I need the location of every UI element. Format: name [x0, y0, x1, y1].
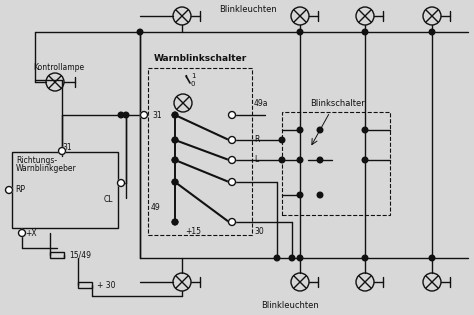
Circle shape — [297, 192, 303, 198]
Text: 30: 30 — [254, 227, 264, 237]
Circle shape — [137, 29, 143, 35]
Text: RP: RP — [15, 186, 25, 194]
Circle shape — [172, 157, 178, 163]
Text: +X: +X — [25, 230, 36, 238]
Circle shape — [118, 180, 125, 186]
Circle shape — [362, 255, 368, 261]
Text: L: L — [254, 156, 258, 164]
Text: Warnblinkschalter: Warnblinkschalter — [154, 54, 246, 63]
Circle shape — [228, 179, 236, 186]
Circle shape — [118, 112, 124, 118]
Text: Kontrollampe: Kontrollampe — [33, 64, 84, 72]
Circle shape — [297, 157, 303, 163]
Circle shape — [279, 137, 285, 143]
Text: 15/49: 15/49 — [69, 250, 91, 260]
Text: Richtungs-: Richtungs- — [16, 156, 57, 165]
Bar — [282, 112, 390, 215]
Circle shape — [172, 137, 178, 143]
Circle shape — [274, 255, 280, 261]
Circle shape — [429, 29, 435, 35]
Circle shape — [6, 186, 12, 193]
Text: Blinkleuchten: Blinkleuchten — [219, 5, 277, 14]
Text: 31: 31 — [62, 142, 72, 152]
Circle shape — [429, 255, 435, 261]
Text: R: R — [254, 135, 259, 145]
Circle shape — [362, 29, 368, 35]
Text: Warnblinkgeber: Warnblinkgeber — [16, 164, 77, 173]
Circle shape — [317, 157, 323, 163]
Text: 1: 1 — [191, 73, 195, 79]
Circle shape — [362, 127, 368, 133]
Circle shape — [317, 192, 323, 198]
Circle shape — [140, 112, 147, 118]
Bar — [12, 152, 118, 228]
Circle shape — [297, 29, 303, 35]
Bar — [78, 282, 92, 288]
Circle shape — [172, 179, 178, 185]
Circle shape — [18, 230, 26, 237]
Circle shape — [172, 219, 178, 225]
Circle shape — [297, 127, 303, 133]
Text: 49: 49 — [151, 203, 161, 213]
Bar — [50, 252, 64, 258]
Circle shape — [228, 112, 236, 118]
Circle shape — [228, 157, 236, 163]
Text: +15: +15 — [185, 227, 201, 237]
Circle shape — [172, 112, 178, 118]
Circle shape — [172, 179, 178, 185]
Circle shape — [172, 219, 178, 225]
Circle shape — [228, 219, 236, 226]
Circle shape — [172, 137, 178, 143]
Text: Blinkschalter: Blinkschalter — [310, 99, 365, 107]
Text: Blinkleuchten: Blinkleuchten — [261, 301, 319, 310]
Text: 31: 31 — [152, 111, 162, 119]
Circle shape — [123, 112, 129, 118]
Text: 49a: 49a — [254, 99, 268, 107]
Circle shape — [297, 255, 303, 261]
Circle shape — [172, 112, 178, 118]
Text: + 30: + 30 — [97, 280, 116, 289]
Circle shape — [172, 157, 178, 163]
Circle shape — [362, 157, 368, 163]
Circle shape — [228, 136, 236, 144]
Bar — [148, 68, 252, 235]
Circle shape — [317, 127, 323, 133]
Circle shape — [289, 255, 295, 261]
Text: 0: 0 — [191, 81, 195, 87]
Circle shape — [58, 147, 65, 154]
Text: CL: CL — [103, 196, 113, 204]
Circle shape — [279, 157, 285, 163]
